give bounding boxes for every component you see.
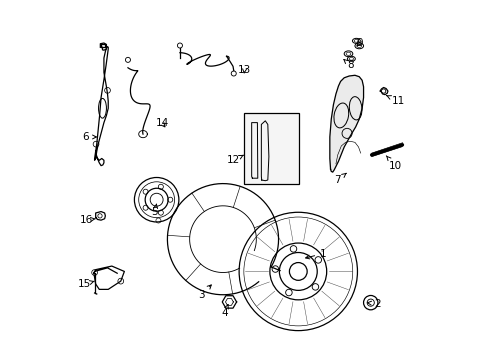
Text: 4: 4	[221, 305, 228, 318]
Text: 15: 15	[78, 279, 94, 289]
Text: 6: 6	[82, 132, 96, 142]
Text: 12: 12	[226, 155, 243, 165]
Polygon shape	[329, 75, 363, 172]
Text: 16: 16	[79, 215, 95, 225]
Text: 9: 9	[355, 38, 362, 48]
Text: 2: 2	[367, 299, 380, 309]
Text: 11: 11	[386, 96, 405, 106]
Text: 14: 14	[155, 118, 168, 128]
Text: 3: 3	[198, 285, 211, 300]
Text: 1: 1	[305, 248, 326, 259]
Text: 7: 7	[334, 173, 346, 185]
Bar	[244, 113, 299, 184]
Text: 13: 13	[237, 64, 251, 75]
Text: 5: 5	[151, 204, 158, 217]
Text: 8: 8	[343, 59, 353, 70]
Text: 10: 10	[386, 156, 401, 171]
